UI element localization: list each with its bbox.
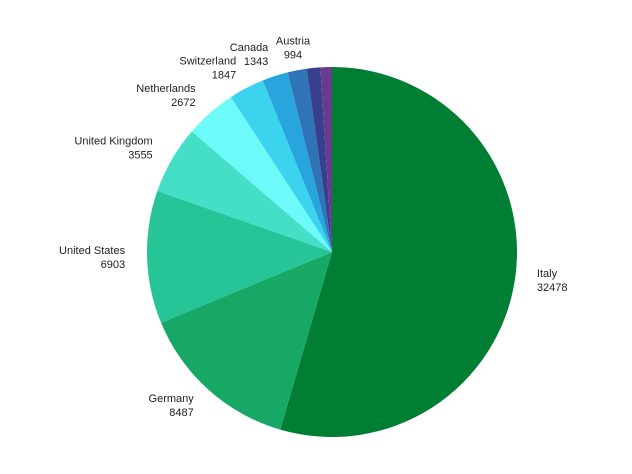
slice-value: 994: [284, 50, 302, 62]
slice-label: Netherlands: [136, 83, 196, 95]
pie-slice: [280, 67, 517, 437]
slice-value: 1847: [212, 69, 236, 81]
pie-slice: [191, 97, 332, 252]
slice-label: United Kingdom: [74, 135, 152, 147]
slice-label: Germany: [149, 393, 195, 405]
slice-value: 2672: [171, 97, 195, 109]
slice-label: Canada: [230, 42, 269, 54]
pie-slice: [262, 72, 332, 252]
pie-slice: [230, 80, 332, 252]
pie-slice: [147, 191, 332, 323]
slice-value: 1343: [244, 56, 268, 68]
slice-value: 3555: [128, 149, 152, 161]
slice-value: 32478: [537, 282, 568, 294]
pie-slice: [161, 252, 332, 430]
slice-value: 8487: [169, 407, 193, 419]
pie-slice: [287, 68, 332, 252]
slice-value: 6903: [101, 259, 125, 271]
pie-slice: [306, 67, 332, 252]
pie-slice: [157, 131, 332, 252]
slice-label: United States: [59, 245, 126, 257]
pie-slice: [320, 67, 332, 252]
slice-label: Austria: [276, 36, 311, 48]
slice-label: Italy: [537, 268, 558, 280]
slice-label: Switzerland: [179, 55, 236, 67]
